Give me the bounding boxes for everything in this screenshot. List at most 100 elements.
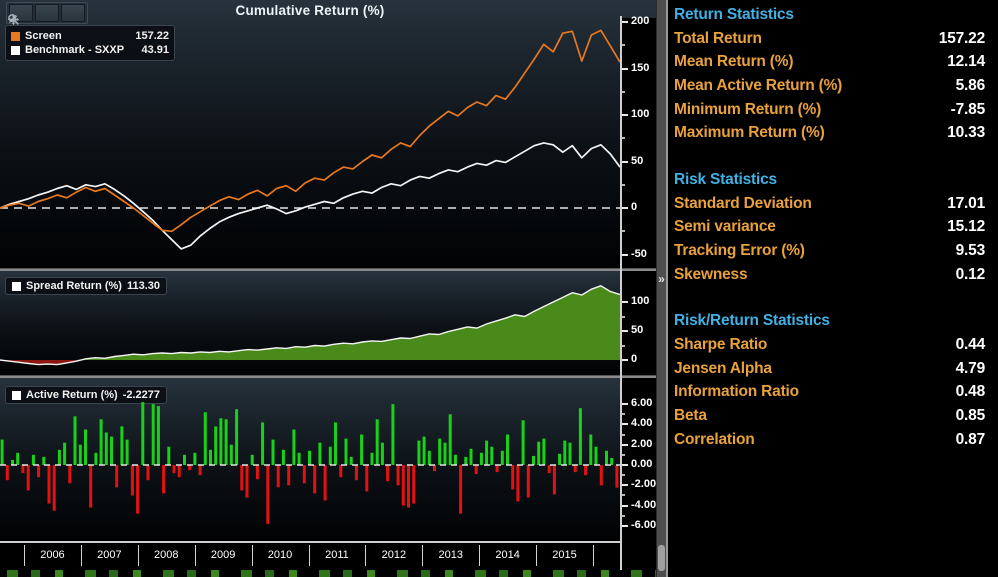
year-separator: [308, 545, 310, 566]
tick-label: 100: [631, 295, 650, 307]
spread-legend-swatch: [12, 281, 21, 291]
return-bar: [542, 438, 546, 465]
legend-value: 43.91: [141, 44, 169, 56]
return-bar: [115, 465, 119, 488]
return-bar: [11, 459, 14, 465]
return-bar: [110, 436, 113, 465]
return-bar: [73, 416, 77, 465]
return-bar: [453, 454, 457, 465]
minor-tick: [621, 230, 625, 233]
return-bar: [339, 465, 343, 478]
return-bar: [532, 455, 535, 465]
return-bar: [198, 465, 202, 476]
active-legend-label: Active Return (%): [26, 389, 118, 401]
year-separator: [24, 545, 25, 566]
stat-value: 0.44: [955, 336, 986, 354]
return-bar: [365, 465, 369, 492]
stats-section-heading: Risk/Return Statistics: [674, 312, 830, 330]
spread-legend[interactable]: Spread Return (%) 113.30: [5, 277, 168, 295]
stat-value: 5.86: [955, 76, 986, 94]
scrollbar-thumb[interactable]: [658, 545, 665, 571]
legend-row: Screen 157.22: [11, 29, 169, 43]
tick-label: 0: [631, 201, 638, 213]
return-bar: [427, 450, 431, 465]
spread-y-axis: 100 50 0: [621, 271, 656, 375]
return-bar: [422, 436, 426, 465]
x-axis-line: [0, 541, 621, 543]
return-bar: [578, 408, 582, 465]
stats-section-heading: Risk Statistics: [674, 170, 777, 188]
tick-label: 0.00: [631, 458, 653, 470]
return-bar: [474, 465, 478, 475]
stats-section: Risk Statistics Standard Deviation 17.01 Se…: [674, 168, 998, 286]
return-bar: [136, 465, 140, 514]
year-separator: [593, 545, 594, 566]
year-separator: [137, 545, 139, 566]
return-bar: [552, 465, 556, 495]
return-bar: [240, 465, 244, 491]
year-label: 2011: [325, 549, 349, 561]
tick-mark: [621, 504, 628, 507]
return-bar: [276, 465, 280, 488]
stats-row: Mean Active Return (%) 5.86: [674, 74, 998, 98]
y-axis-spine: [620, 16, 622, 570]
panel-splitter[interactable]: »: [656, 0, 668, 577]
tick-label: -2.00: [631, 478, 657, 491]
return-bar: [63, 442, 67, 465]
return-bar: [344, 438, 348, 465]
pane-divider[interactable]: [0, 375, 656, 378]
return-bar: [167, 446, 171, 465]
stats-row: Mean Return (%) 12.14: [674, 50, 998, 74]
tick-label: 50: [631, 154, 644, 167]
tick-label: 100: [631, 108, 650, 120]
return-bar: [610, 457, 614, 465]
stat-label: Tracking Error (%): [674, 242, 805, 260]
return-bar: [219, 418, 223, 465]
return-bar: [52, 465, 56, 511]
stat-label: Total Return: [674, 29, 762, 47]
stat-label: Mean Active Return (%): [674, 76, 843, 94]
active-legend[interactable]: Active Return (%) -2.2277: [5, 386, 167, 404]
return-bar: [21, 465, 25, 474]
return-bar: [401, 465, 405, 506]
legend-label: Screen: [25, 30, 62, 42]
year-separator: [80, 545, 82, 566]
return-bar: [360, 434, 364, 465]
return-bar: [99, 419, 103, 465]
stats-row: Total Return 157.22: [674, 27, 998, 51]
return-bar: [224, 419, 228, 465]
tick-mark: [621, 207, 628, 209]
return-bar: [26, 465, 30, 491]
stats-section: Risk/Return Statistics Sharpe Ratio 0.44 Je…: [674, 310, 998, 452]
spread-legend-value: 113.30: [126, 280, 161, 292]
tick-mark: [621, 423, 628, 426]
stat-value: 12.14: [947, 53, 985, 71]
return-bar: [412, 465, 416, 504]
return-bar: [490, 446, 494, 465]
return-bar: [407, 465, 410, 508]
return-bar: [125, 439, 129, 465]
stats-row: Tracking Error (%) 9.53: [674, 239, 998, 263]
minor-tick: [621, 183, 625, 186]
tick-mark: [621, 253, 628, 256]
year-separator: [194, 545, 196, 566]
tick-mark: [621, 21, 628, 23]
year-label: 2012: [381, 549, 407, 561]
zoom-tool-button[interactable]: [8, 4, 85, 25]
return-bar: [141, 402, 145, 465]
year-label: 2008: [154, 549, 179, 561]
stat-value: 0.85: [955, 407, 986, 425]
return-bar: [469, 448, 473, 465]
tick-mark: [621, 301, 628, 303]
collapse-chevron-icon[interactable]: »: [658, 272, 665, 286]
tick-mark: [621, 484, 628, 487]
active-y-axis: 6.00 4.00 2.00 0.00 -2.00 -4.00 -6.00: [621, 378, 656, 541]
return-bar: [537, 441, 541, 465]
active-return-chart: [0, 402, 620, 524]
cumulative-legend[interactable]: Screen 157.22 Benchmark - SXXP 43.91: [5, 25, 175, 61]
pane-divider[interactable]: [0, 268, 656, 271]
year-separator: [536, 545, 538, 566]
stat-value: 4.79: [955, 359, 986, 377]
return-bar: [235, 409, 239, 465]
